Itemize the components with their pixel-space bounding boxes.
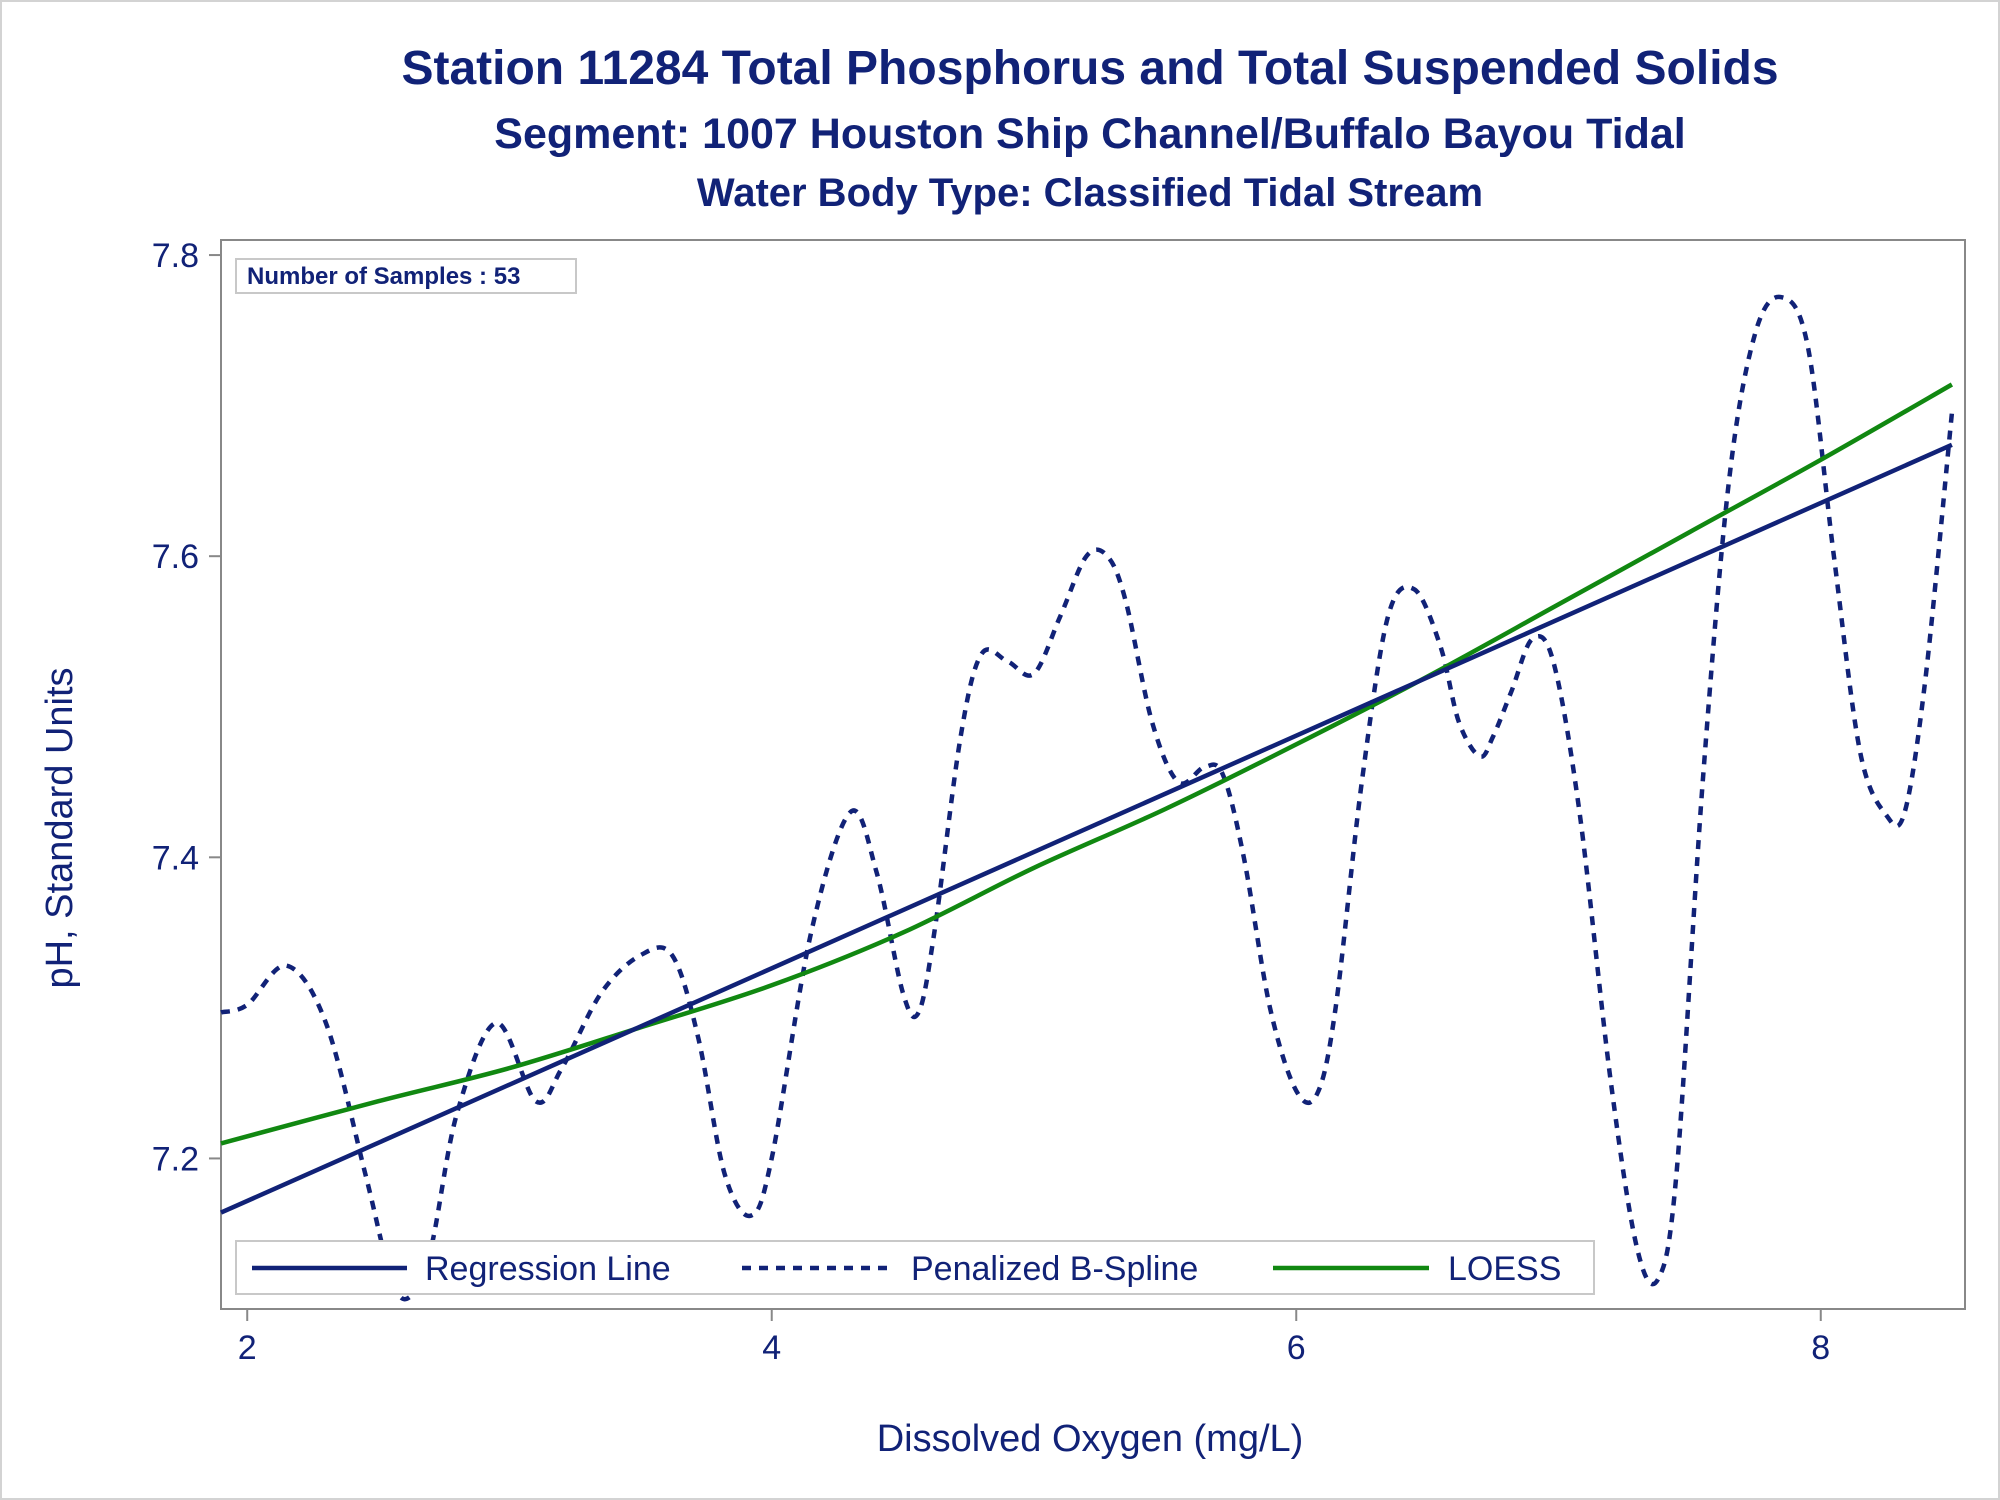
y-axis-label: pH, Standard Units (39, 667, 81, 988)
y-tick-label: 7.8 (152, 237, 199, 275)
y-tick-label: 7.6 (152, 538, 199, 576)
x-axis-label: Dissolved Oxygen (mg/L) (877, 1418, 1304, 1460)
x-tick-label: 8 (1811, 1329, 1830, 1367)
series-regression-line (220, 442, 1953, 1215)
x-tick-label: 2 (238, 1329, 257, 1367)
series-loess (220, 382, 1954, 1146)
chart-subtitle: Segment: 1007 Houston Ship Channel/Buffa… (494, 110, 1685, 158)
chart-subtitle-2: Water Body Type: Classified Tidal Stream (697, 171, 1483, 215)
y-tick-label: 7.4 (152, 839, 199, 877)
y-axis: 7.2 7.4 7.6 7.8 (152, 237, 221, 1178)
series-penalized-b-spline (220, 294, 1955, 1302)
y-tick-label: 7.2 (152, 1140, 199, 1178)
legend: Regression Line Penalized B-Spline LOESS (235, 1240, 1595, 1295)
sample-count-box (235, 258, 577, 294)
sample-count-label: Number of Samples : 53 (247, 263, 520, 290)
legend-label-penalized-b-spline: Penalized B-Spline (911, 1250, 1198, 1288)
legend-label-loess: LOESS (1448, 1250, 1561, 1288)
series-layer (220, 294, 1955, 1302)
x-tick-label: 4 (762, 1329, 781, 1367)
chart-title: Station 11284 Total Phosphorus and Total… (401, 42, 1778, 95)
legend-label-regression-line: Regression Line (425, 1250, 671, 1288)
plot-area (220, 239, 1966, 1310)
x-axis: 2 4 6 8 (238, 1309, 1830, 1367)
x-tick-label: 6 (1287, 1329, 1306, 1367)
